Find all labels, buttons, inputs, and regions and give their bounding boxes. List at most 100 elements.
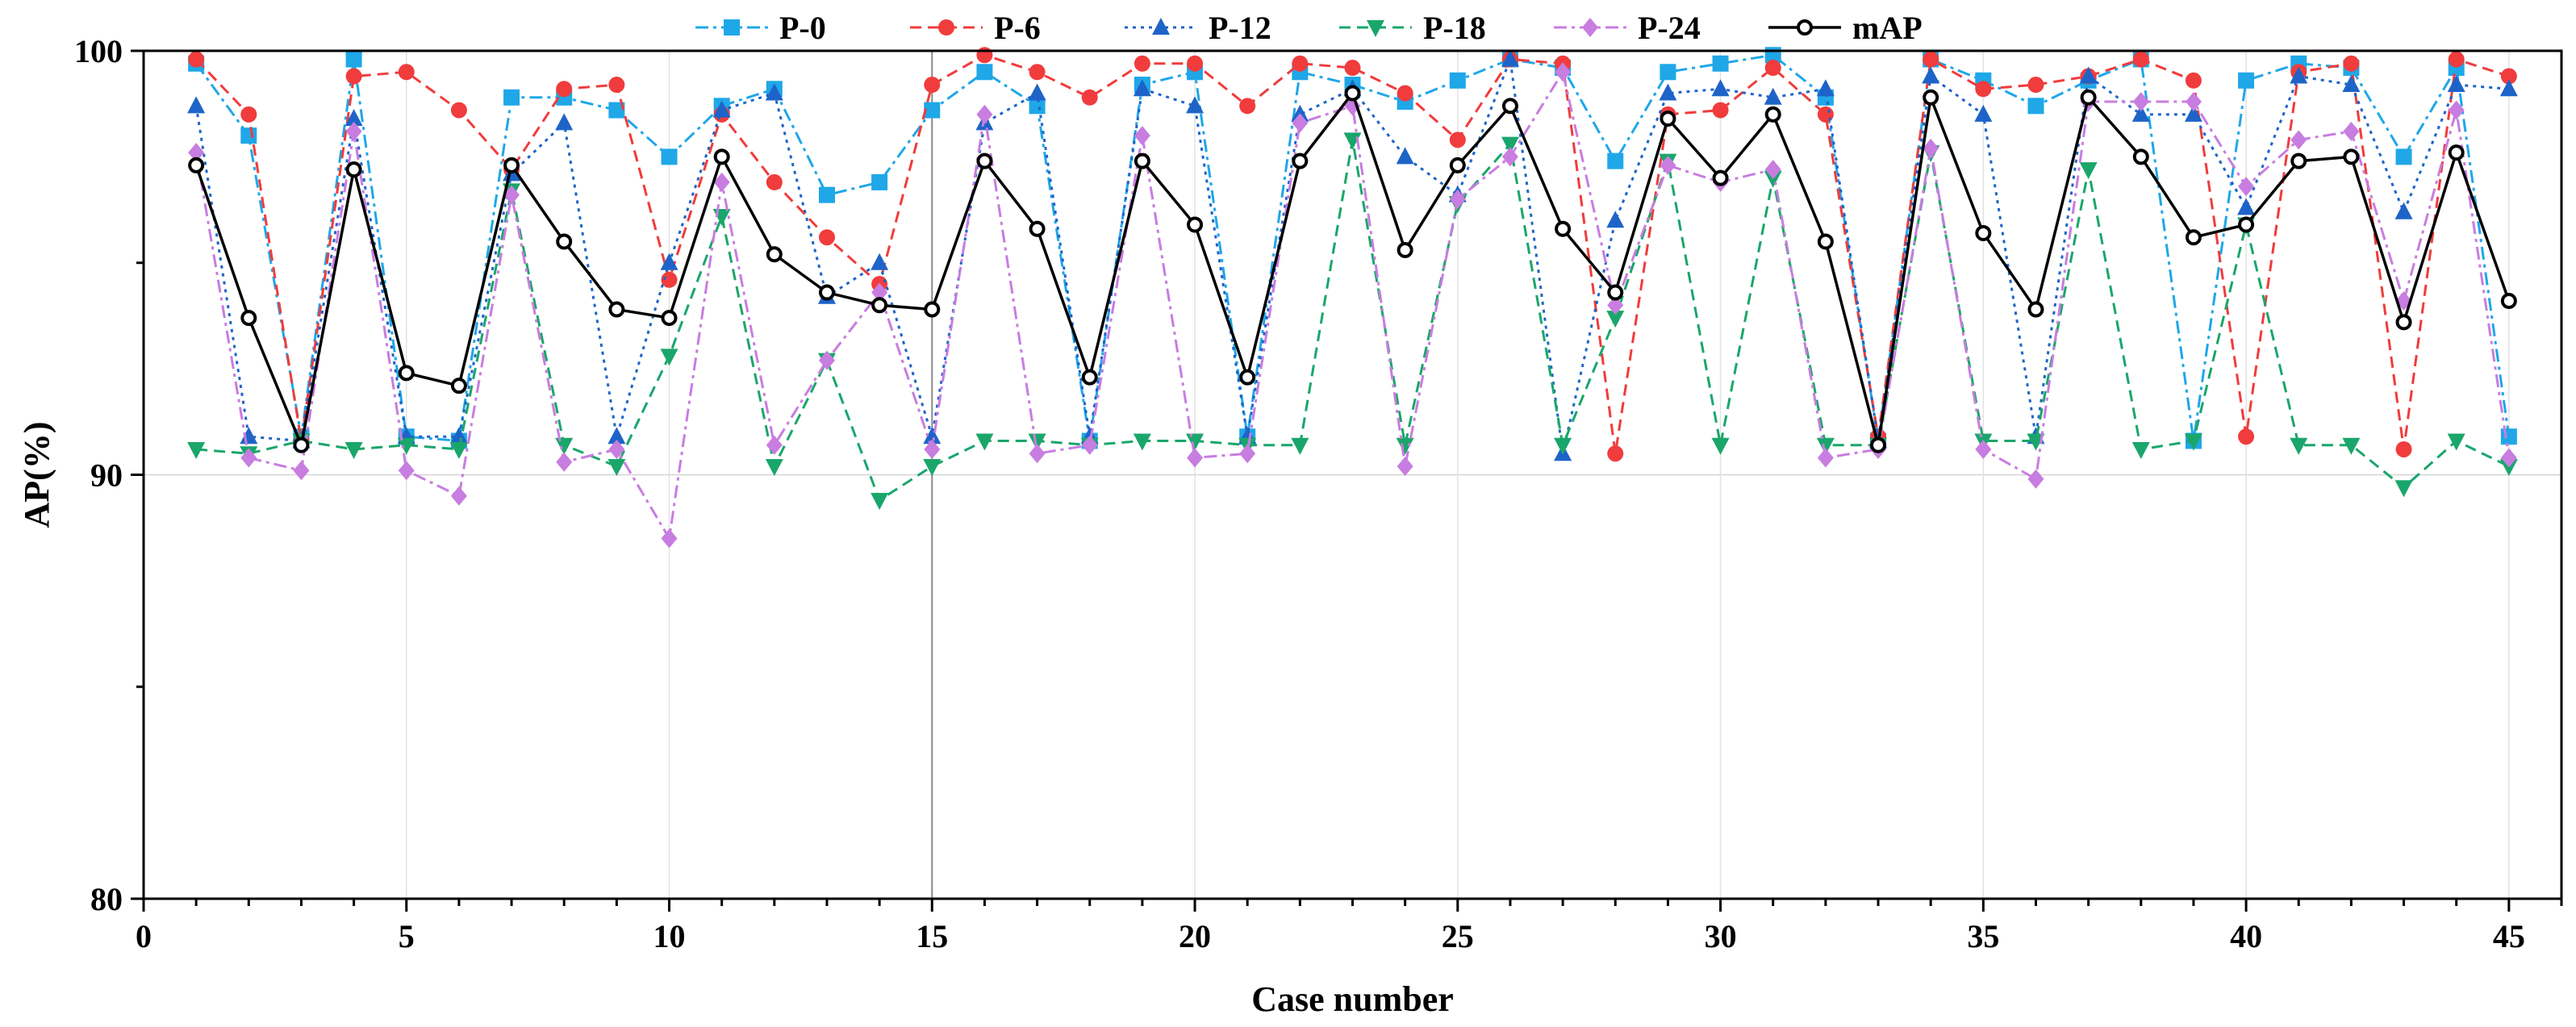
data-point bbox=[818, 350, 835, 370]
data-point bbox=[924, 301, 941, 318]
data-point bbox=[1029, 444, 1046, 464]
data-point bbox=[1712, 169, 1729, 186]
data-point bbox=[1606, 311, 1625, 328]
data-point bbox=[1660, 155, 1676, 175]
data-point bbox=[976, 152, 993, 169]
data-point bbox=[1975, 81, 1992, 98]
data-point bbox=[2238, 216, 2255, 233]
data-point bbox=[1187, 448, 1204, 468]
data-point bbox=[240, 127, 257, 144]
data-point bbox=[1239, 98, 1256, 115]
data-point bbox=[2132, 51, 2149, 68]
legend-marker bbox=[938, 19, 954, 35]
data-point bbox=[1449, 157, 1466, 173]
y-tick-label: 100 bbox=[74, 33, 123, 69]
data-point bbox=[1081, 89, 1098, 106]
data-point bbox=[1029, 64, 1046, 81]
data-point bbox=[765, 458, 783, 476]
data-point bbox=[1660, 111, 1676, 127]
data-point bbox=[1764, 60, 1781, 77]
series-line-p-12 bbox=[194, 58, 2509, 454]
legend: P-0 P-6 P-12 P-18 P-24 mAP bbox=[695, 10, 1923, 46]
legend-label: P-0 bbox=[779, 10, 826, 46]
data-point bbox=[240, 427, 258, 445]
data-point bbox=[556, 81, 573, 98]
data-point bbox=[2342, 437, 2361, 455]
data-point bbox=[1711, 79, 1730, 97]
data-point bbox=[450, 486, 467, 506]
data-point bbox=[1607, 295, 1624, 315]
data-point bbox=[871, 282, 888, 303]
data-point bbox=[1344, 60, 1361, 77]
data-point bbox=[1816, 79, 1835, 97]
data-point bbox=[2500, 293, 2517, 310]
data-point bbox=[1764, 106, 1781, 123]
data-point bbox=[1660, 64, 1676, 81]
data-point bbox=[2343, 148, 2360, 165]
data-point bbox=[1134, 55, 1150, 72]
legend-item-p-12: P-12 bbox=[1125, 10, 1271, 46]
data-point bbox=[1501, 98, 1518, 115]
data-point bbox=[2499, 79, 2518, 97]
data-point bbox=[449, 427, 468, 445]
data-point bbox=[660, 253, 678, 270]
data-point bbox=[661, 271, 678, 288]
data-point bbox=[2237, 198, 2256, 215]
data-point bbox=[766, 173, 783, 190]
x-tick-label: 25 bbox=[1442, 918, 1474, 954]
data-point bbox=[188, 157, 205, 173]
data-point bbox=[2079, 66, 2098, 84]
data-point bbox=[2027, 77, 2044, 94]
y-axis-title: AP(%) bbox=[17, 422, 56, 528]
data-point bbox=[712, 100, 731, 118]
data-point bbox=[187, 96, 206, 114]
data-point bbox=[976, 104, 993, 124]
data-point bbox=[1397, 456, 1413, 476]
data-point bbox=[1239, 444, 1256, 464]
data-point bbox=[1922, 66, 1940, 84]
data-point bbox=[924, 77, 941, 94]
data-point bbox=[924, 102, 941, 119]
series-line-p-6 bbox=[195, 53, 2510, 454]
x-tick-label: 30 bbox=[1705, 918, 1737, 954]
data-point bbox=[1292, 152, 1309, 169]
data-point bbox=[1028, 433, 1046, 451]
data-point bbox=[818, 229, 835, 246]
data-point bbox=[1187, 55, 1204, 72]
data-point bbox=[2184, 104, 2202, 122]
data-point bbox=[1449, 72, 1466, 89]
data-point bbox=[1396, 147, 1414, 165]
data-point bbox=[1712, 102, 1729, 119]
data-point bbox=[1712, 55, 1729, 72]
data-point bbox=[1817, 233, 1834, 250]
data-point bbox=[2342, 75, 2361, 93]
data-point bbox=[2448, 100, 2465, 120]
data-point bbox=[2290, 130, 2307, 150]
data-point bbox=[607, 427, 626, 445]
x-tick-label: 40 bbox=[2230, 918, 2262, 954]
data-point bbox=[2447, 433, 2465, 451]
x-tick-label: 35 bbox=[1967, 918, 1999, 954]
data-point bbox=[871, 297, 888, 314]
data-point bbox=[1923, 51, 1939, 68]
data-point bbox=[2079, 162, 2098, 180]
data-point bbox=[660, 349, 678, 366]
data-point bbox=[976, 47, 993, 64]
data-point bbox=[2500, 68, 2517, 85]
data-point bbox=[1501, 136, 1519, 154]
data-point bbox=[240, 106, 257, 123]
data-point bbox=[1923, 89, 1939, 106]
x-tick-label: 0 bbox=[136, 918, 152, 954]
data-point bbox=[1081, 435, 1098, 455]
legend-marker bbox=[1367, 20, 1384, 37]
data-point bbox=[2447, 75, 2465, 93]
data-point bbox=[1607, 152, 1624, 169]
data-point bbox=[2027, 433, 2045, 451]
data-point bbox=[765, 83, 783, 101]
legend-marker bbox=[724, 19, 740, 35]
data-point bbox=[1607, 284, 1624, 301]
data-point bbox=[344, 109, 363, 127]
data-point bbox=[398, 461, 415, 481]
data-point bbox=[1501, 49, 1519, 67]
data-point bbox=[608, 301, 625, 318]
